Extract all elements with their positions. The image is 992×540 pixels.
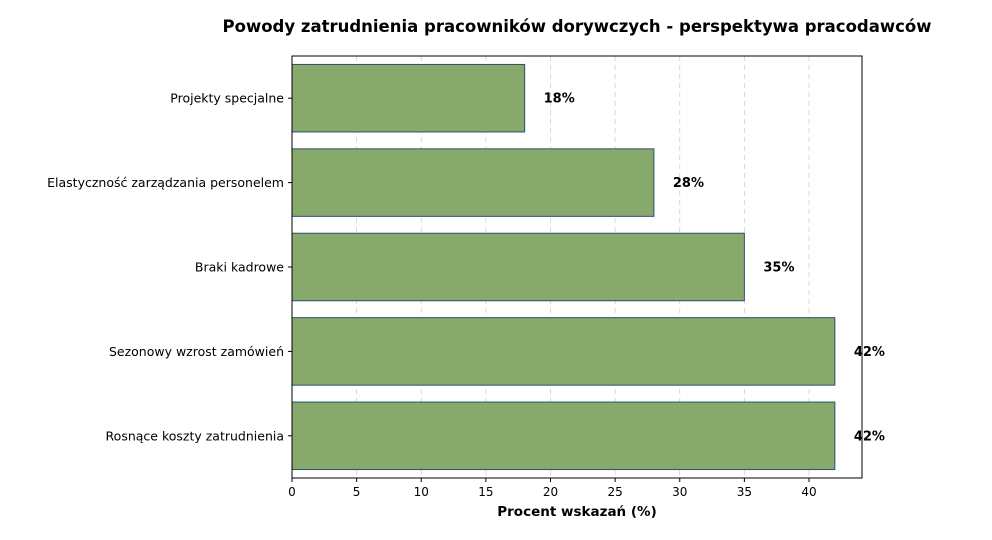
x-tick-label: 25 [607,485,622,499]
y-tick-label: Sezonowy wzrost zamówień [109,344,284,359]
x-tick-label: 10 [414,485,429,499]
chart-title: Powody zatrudnienia pracowników dorywczy… [223,17,932,36]
bar [291,63,526,133]
x-axis-label: Procent wskazań (%) [497,504,657,520]
x-tick-label: 20 [543,485,558,499]
bar [291,148,655,217]
y-tick-label: Elastyczność zarządzania personelem [47,175,284,190]
x-axis-ticks: 0 5 10 15 20 25 30 35 40 [288,478,817,499]
bars [291,63,836,471]
value-labels: 18% 28% 35% 42% 42% [544,92,885,445]
x-tick-label: 30 [672,485,687,499]
x-tick-label: 5 [353,485,361,499]
value-label: 18% [544,92,575,107]
y-tick-label: Projekty specjalne [170,91,284,106]
y-axis-labels: Projekty specjalne Elastyczność zarządzan… [47,91,292,443]
y-tick-label: Braki kadrowe [195,260,284,275]
x-tick-label: 0 [288,485,296,499]
value-label: 35% [763,261,794,276]
bar [291,317,836,386]
bar [291,401,836,471]
bar [291,232,745,302]
x-tick-label: 40 [801,485,816,499]
x-tick-label: 15 [478,485,493,499]
value-label: 28% [673,176,704,191]
x-tick-label: 35 [737,485,752,499]
value-label: 42% [854,345,885,360]
value-label: 42% [854,429,885,444]
y-tick-label: Rosnące koszty zatrudnienia [106,428,284,443]
